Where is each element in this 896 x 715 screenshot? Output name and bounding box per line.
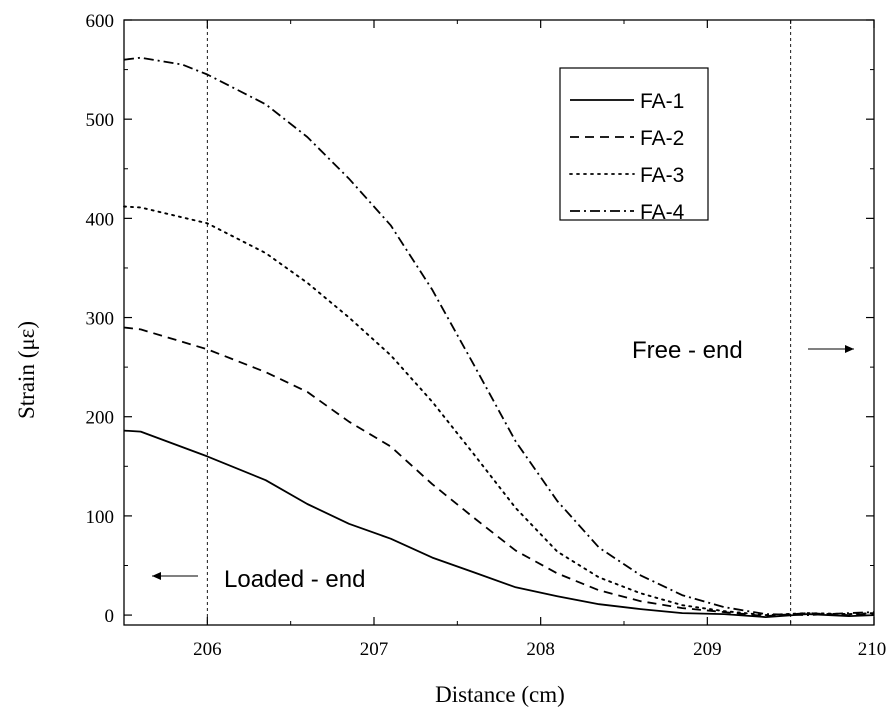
y-tick-label: 100	[86, 507, 115, 528]
y-tick-label: 200	[86, 408, 115, 429]
reference-lines	[206, 20, 792, 625]
y-tick-label: 0	[105, 606, 115, 627]
plot-frame	[123, 19, 875, 626]
loaded-end-label: Loaded - end	[224, 566, 365, 593]
y-tick-label: 500	[86, 110, 115, 131]
series-line-fa-1	[123, 429, 875, 618]
legend-label: FA-1	[640, 90, 684, 113]
x-tick-label: 206	[193, 639, 222, 660]
annotations: Loaded - end Free - end	[152, 337, 854, 593]
legend: FA-1 FA-2 FA-3 FA-4	[559, 67, 709, 224]
legend-label: FA-4	[640, 201, 685, 224]
y-tick-label: 400	[86, 209, 115, 230]
legend-box	[559, 67, 709, 221]
left-arrow-head-icon	[152, 572, 161, 580]
y-tick-label: 600	[86, 11, 115, 32]
series-line-fa-2	[123, 326, 875, 617]
axis-ticks: 206 207 208 209 210 0 100 200 300 400 500 600	[86, 11, 887, 660]
x-tick-label: 210	[858, 639, 887, 660]
legend-label: FA-2	[640, 127, 684, 150]
y-axis-title: Strain (με)	[14, 321, 39, 419]
right-arrow-head-icon	[845, 345, 854, 353]
series-line-fa-4	[123, 56, 875, 616]
legend-label: FA-3	[640, 164, 684, 187]
x-axis-title: Distance (cm)	[435, 682, 565, 707]
free-end-label: Free - end	[632, 337, 743, 364]
series-line-fa-3	[123, 205, 875, 617]
series-layer	[123, 56, 875, 618]
x-tick-label: 209	[693, 639, 722, 660]
x-tick-label: 207	[360, 639, 389, 660]
y-tick-label: 300	[86, 309, 115, 330]
x-tick-label: 208	[526, 639, 555, 660]
